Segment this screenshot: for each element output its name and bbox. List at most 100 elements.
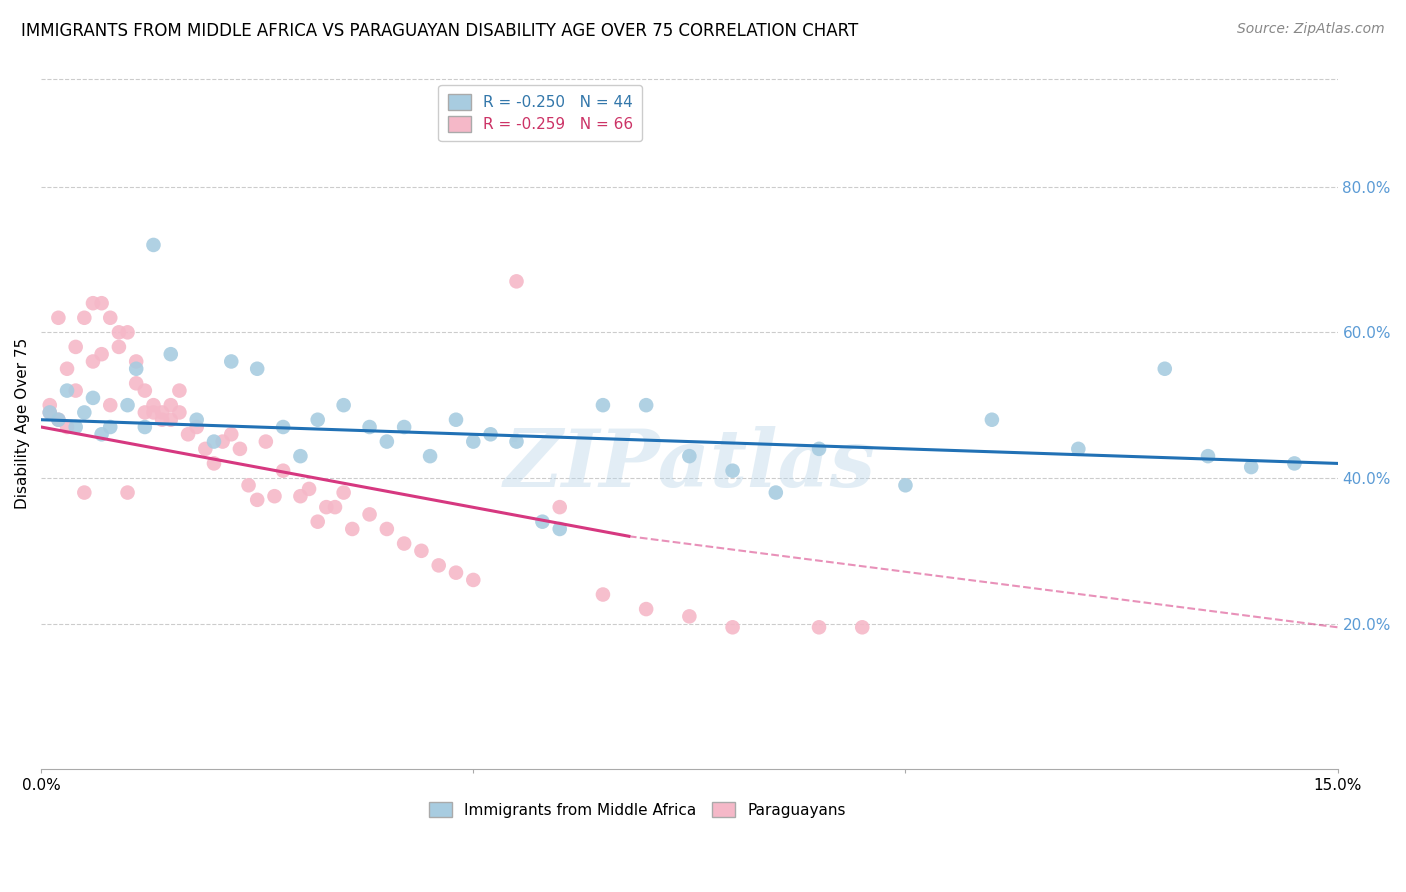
Point bbox=[636, 602, 658, 616]
Point bbox=[307, 413, 329, 427]
Point bbox=[290, 449, 312, 463]
Point bbox=[359, 508, 381, 522]
Point bbox=[678, 449, 700, 463]
Point bbox=[73, 405, 96, 419]
Point bbox=[427, 558, 450, 573]
Point bbox=[229, 442, 252, 456]
Point bbox=[177, 427, 200, 442]
Point bbox=[411, 544, 433, 558]
Point bbox=[73, 310, 96, 325]
Point bbox=[392, 536, 415, 550]
Point bbox=[150, 405, 173, 419]
Point bbox=[808, 620, 831, 634]
Point bbox=[82, 391, 104, 405]
Point bbox=[142, 405, 165, 419]
Point bbox=[98, 398, 121, 412]
Point bbox=[194, 442, 217, 456]
Point bbox=[246, 492, 269, 507]
Point bbox=[678, 609, 700, 624]
Point bbox=[142, 238, 165, 252]
Point bbox=[65, 340, 87, 354]
Point bbox=[332, 485, 354, 500]
Point bbox=[980, 413, 1002, 427]
Point bbox=[56, 420, 79, 434]
Point bbox=[463, 434, 485, 449]
Point bbox=[444, 413, 467, 427]
Point bbox=[531, 515, 554, 529]
Point bbox=[721, 464, 744, 478]
Point bbox=[48, 310, 70, 325]
Point bbox=[117, 326, 139, 340]
Point bbox=[150, 413, 173, 427]
Y-axis label: Disability Age Over 75: Disability Age Over 75 bbox=[15, 338, 30, 509]
Point bbox=[271, 464, 294, 478]
Point bbox=[238, 478, 260, 492]
Point bbox=[38, 405, 60, 419]
Point bbox=[125, 361, 148, 376]
Legend: Immigrants from Middle Africa, Paraguayans: Immigrants from Middle Africa, Paraguaya… bbox=[423, 796, 852, 824]
Point bbox=[1197, 449, 1219, 463]
Point bbox=[592, 398, 614, 412]
Text: ZIPatlas: ZIPatlas bbox=[503, 426, 876, 504]
Text: IMMIGRANTS FROM MIDDLE AFRICA VS PARAGUAYAN DISABILITY AGE OVER 75 CORRELATION C: IMMIGRANTS FROM MIDDLE AFRICA VS PARAGUA… bbox=[21, 22, 858, 40]
Point bbox=[202, 434, 225, 449]
Point bbox=[90, 296, 112, 310]
Point bbox=[290, 489, 312, 503]
Point bbox=[444, 566, 467, 580]
Point bbox=[202, 457, 225, 471]
Point bbox=[315, 500, 337, 515]
Point bbox=[169, 384, 191, 398]
Point bbox=[186, 420, 208, 434]
Point bbox=[1240, 460, 1263, 475]
Point bbox=[56, 384, 79, 398]
Point bbox=[186, 413, 208, 427]
Point bbox=[765, 485, 787, 500]
Point bbox=[254, 434, 277, 449]
Point bbox=[271, 420, 294, 434]
Point bbox=[211, 434, 233, 449]
Point bbox=[463, 573, 485, 587]
Point bbox=[125, 376, 148, 391]
Point bbox=[548, 522, 571, 536]
Point bbox=[125, 354, 148, 368]
Text: Source: ZipAtlas.com: Source: ZipAtlas.com bbox=[1237, 22, 1385, 37]
Point bbox=[359, 420, 381, 434]
Point bbox=[48, 413, 70, 427]
Point bbox=[48, 413, 70, 427]
Point bbox=[392, 420, 415, 434]
Point bbox=[548, 500, 571, 515]
Point bbox=[134, 420, 156, 434]
Point bbox=[246, 361, 269, 376]
Point bbox=[82, 296, 104, 310]
Point bbox=[73, 485, 96, 500]
Point bbox=[90, 347, 112, 361]
Point bbox=[108, 326, 131, 340]
Point bbox=[134, 384, 156, 398]
Point bbox=[894, 478, 917, 492]
Point bbox=[159, 413, 181, 427]
Point bbox=[98, 310, 121, 325]
Point bbox=[851, 620, 873, 634]
Point bbox=[505, 274, 527, 288]
Point bbox=[419, 449, 441, 463]
Point bbox=[219, 354, 242, 368]
Point bbox=[56, 361, 79, 376]
Point bbox=[1067, 442, 1090, 456]
Point bbox=[332, 398, 354, 412]
Point bbox=[505, 434, 527, 449]
Point bbox=[65, 420, 87, 434]
Point bbox=[219, 427, 242, 442]
Point bbox=[323, 500, 346, 515]
Point bbox=[159, 347, 181, 361]
Point bbox=[98, 420, 121, 434]
Point bbox=[117, 485, 139, 500]
Point bbox=[38, 405, 60, 419]
Point bbox=[375, 522, 398, 536]
Point bbox=[117, 398, 139, 412]
Point bbox=[90, 427, 112, 442]
Point bbox=[263, 489, 285, 503]
Point bbox=[375, 434, 398, 449]
Point bbox=[159, 398, 181, 412]
Point bbox=[38, 398, 60, 412]
Point bbox=[342, 522, 364, 536]
